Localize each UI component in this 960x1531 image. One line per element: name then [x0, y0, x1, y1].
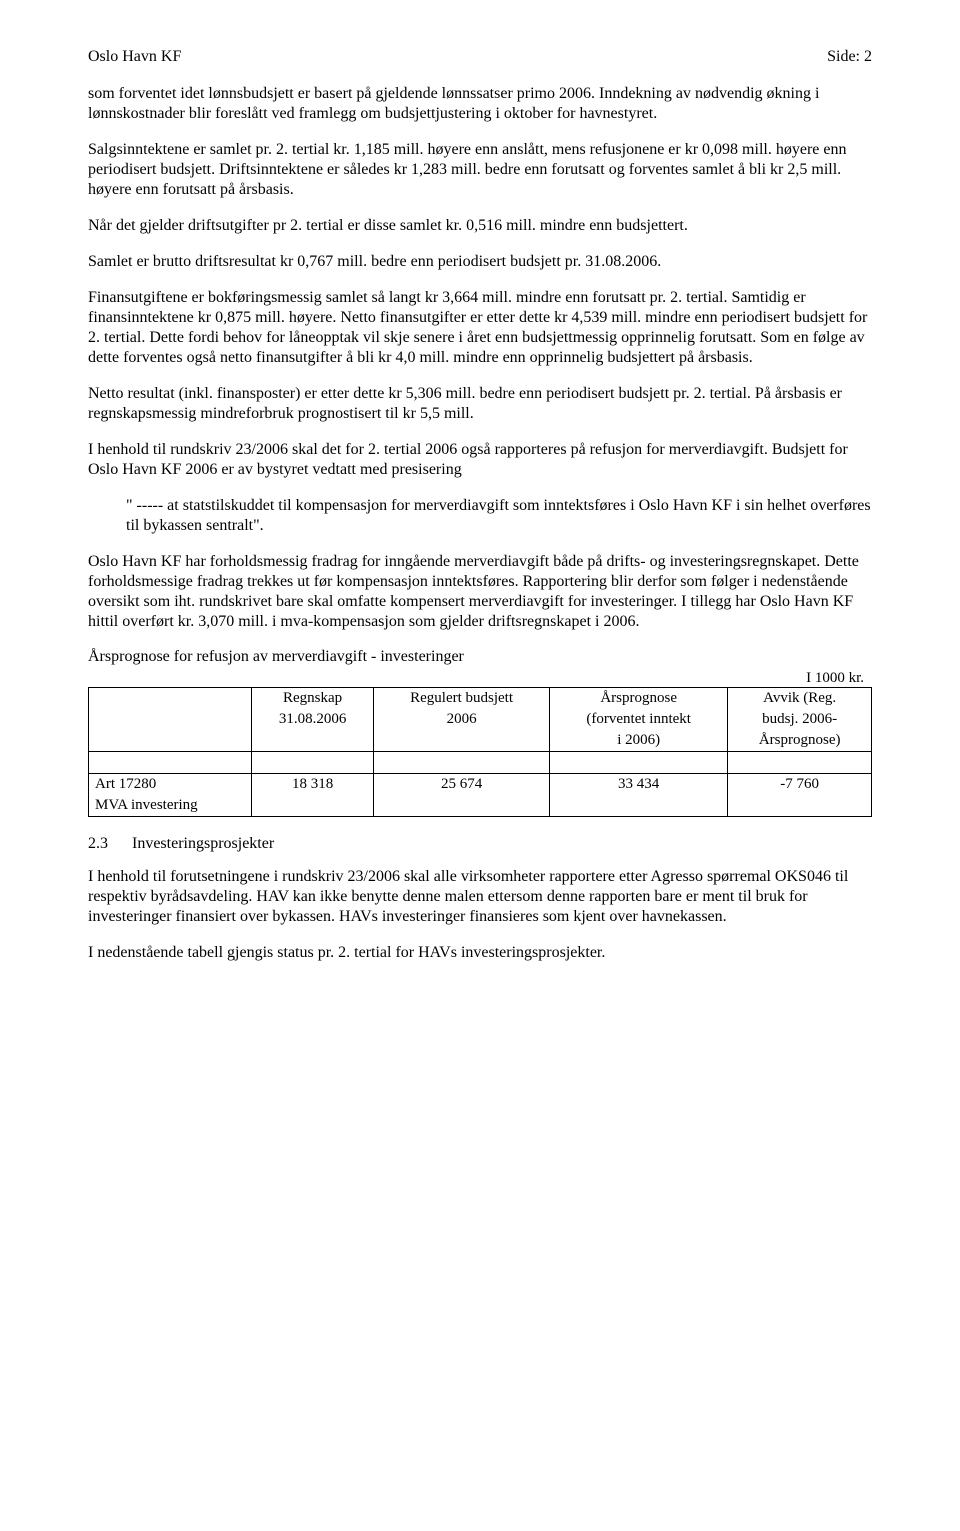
table-header-row: i 2006) Årsprognose): [89, 730, 872, 752]
table-cell: 18 318: [252, 774, 374, 796]
table-header-cell: [252, 730, 374, 752]
body-paragraph: Oslo Havn KF har forholdsmessig fradrag …: [88, 552, 872, 632]
body-paragraph: I henhold til forutsetningene i rundskri…: [88, 867, 872, 927]
table-header-cell: Regulert budsjett: [374, 688, 550, 710]
table-header-cell: Avvik (Reg.: [728, 688, 872, 710]
table-header-cell: Årsprognose): [728, 730, 872, 752]
body-paragraph: som forventet idet lønnsbudsjett er base…: [88, 84, 872, 124]
page-header: Oslo Havn KF Side: 2: [88, 48, 872, 66]
body-paragraph: Finansutgiftene er bokføringsmessig saml…: [88, 288, 872, 368]
table-cell: [252, 752, 374, 774]
table-header-row: 31.08.2006 2006 (forventet inntekt budsj…: [89, 709, 872, 730]
section-number: 2.3: [88, 835, 128, 853]
table-row: Art 17280 18 318 25 674 33 434 -7 760: [89, 774, 872, 796]
header-right: Side: 2: [827, 48, 872, 66]
section-title: Investeringsprosjekter: [132, 835, 274, 852]
table-cell: [550, 752, 728, 774]
table-cell: [374, 795, 550, 817]
section-heading: 2.3 Investeringsprosjekter: [88, 835, 872, 853]
table-header-cell: i 2006): [550, 730, 728, 752]
body-paragraph: Salgsinntektene er samlet pr. 2. tertial…: [88, 140, 872, 200]
table-header-cell: 2006: [374, 709, 550, 730]
body-paragraph: Samlet er brutto driftsresultat kr 0,767…: [88, 252, 872, 272]
table-cell: [550, 795, 728, 817]
table-cell: [252, 795, 374, 817]
mva-table: Regnskap Regulert budsjett Årsprognose A…: [88, 687, 872, 817]
table-title: Årsprognose for refusjon av merverdiavgi…: [88, 648, 872, 666]
table-cell: MVA investering: [89, 795, 252, 817]
table-header-cell: [89, 688, 252, 710]
table-header-cell: (forventet inntekt: [550, 709, 728, 730]
table-cell: [89, 752, 252, 774]
document-page: Oslo Havn KF Side: 2 som forventet idet …: [0, 0, 960, 1531]
table-header-cell: 31.08.2006: [252, 709, 374, 730]
table-cell: -7 760: [728, 774, 872, 796]
body-paragraph: I henhold til rundskriv 23/2006 skal det…: [88, 440, 872, 480]
table-spacer-row: [89, 752, 872, 774]
table-header-cell: budsj. 2006-: [728, 709, 872, 730]
table-cell: [374, 752, 550, 774]
table-header-row: Regnskap Regulert budsjett Årsprognose A…: [89, 688, 872, 710]
table-row: MVA investering: [89, 795, 872, 817]
body-paragraph: Netto resultat (inkl. finansposter) er e…: [88, 384, 872, 424]
table-header-cell: [89, 709, 252, 730]
table-header-cell: [89, 730, 252, 752]
header-left: Oslo Havn KF: [88, 48, 181, 66]
table-cell: Art 17280: [89, 774, 252, 796]
body-paragraph: Når det gjelder driftsutgifter pr 2. ter…: [88, 216, 872, 236]
table-cell: [728, 752, 872, 774]
table-header-cell: Regnskap: [252, 688, 374, 710]
body-paragraph: I nedenstående tabell gjengis status pr.…: [88, 943, 872, 963]
table-header-cell: [374, 730, 550, 752]
table-cell: 25 674: [374, 774, 550, 796]
table-cell: [728, 795, 872, 817]
table-unit-label: I 1000 kr.: [88, 670, 872, 687]
table-header-cell: Årsprognose: [550, 688, 728, 710]
indented-quote: " ----- at statstilskuddet til kompensas…: [126, 496, 872, 536]
table-cell: 33 434: [550, 774, 728, 796]
